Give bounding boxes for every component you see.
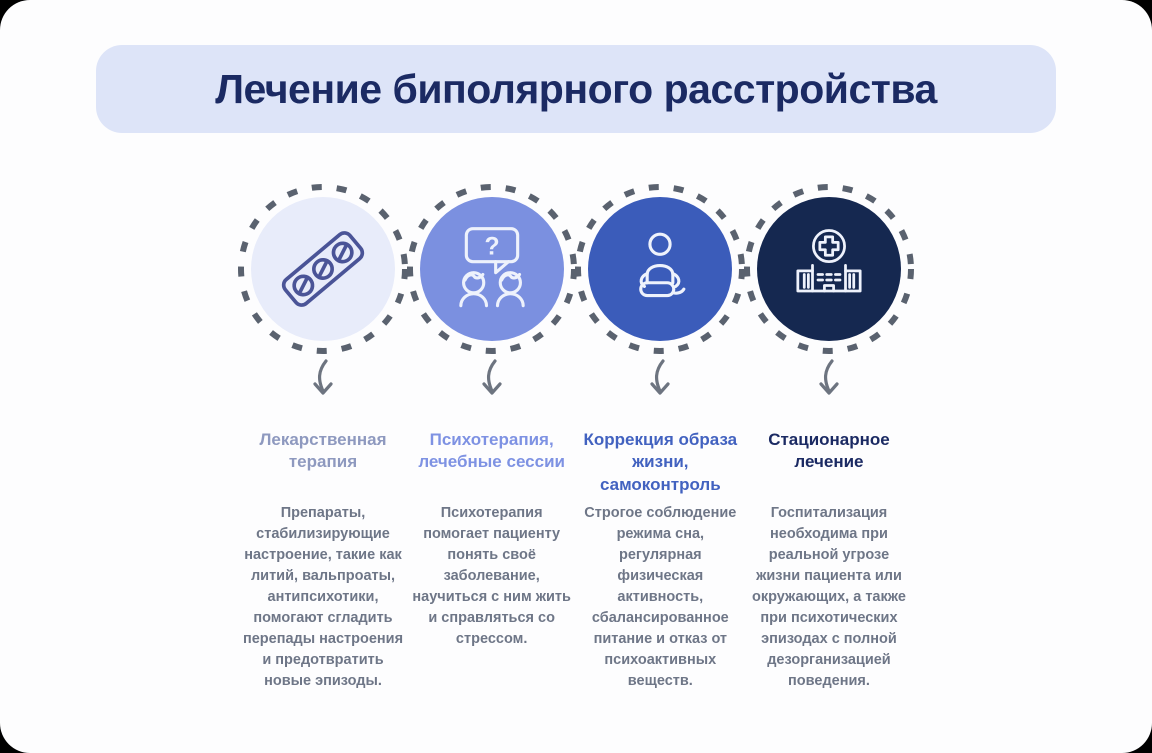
column-header: Лекарственная терапия xyxy=(259,430,387,472)
column-psychotherapy: ? Психотерапия, лечебные сессии Психотер… xyxy=(406,183,577,692)
dashed-ring xyxy=(575,184,746,354)
page-title: Лечение биполярного расстройства xyxy=(215,65,937,112)
down-arrow-icon xyxy=(819,359,839,395)
dashed-ring xyxy=(406,184,577,354)
column-body: Госпитализация необходима при реальной у… xyxy=(752,505,906,690)
pill-blister-icon xyxy=(281,231,365,307)
title-banner: Лечение биполярного расстройства xyxy=(96,45,1056,133)
dashed-ring xyxy=(238,184,408,354)
svg-text:?: ? xyxy=(484,233,499,260)
column-body: Препараты, стабилизирующие настроение, т… xyxy=(242,505,404,690)
down-arrow-icon xyxy=(482,359,502,395)
column-body: Психотерапия помогает пациенту понять св… xyxy=(412,505,571,648)
column-inpatient: Стационарное лечение Госпитализация необ… xyxy=(743,183,914,692)
column-header: Психотерапия, лечебные сессии xyxy=(418,430,565,472)
step-circle-inpatient xyxy=(743,183,915,355)
lifestyle-circle xyxy=(588,197,733,341)
column-medication: Лекарственная терапия Препараты, стабили… xyxy=(238,183,408,692)
inpatient-circle xyxy=(756,197,901,341)
column-lifestyle: Коррекция образа жизни, самоконтроль Стр… xyxy=(575,183,746,692)
step-circle-lifestyle xyxy=(574,183,746,355)
column-body: Строгое соблюдение режима сна, регулярна… xyxy=(584,505,737,690)
chat-question-people-icon: ? xyxy=(458,227,525,308)
dashed-ring xyxy=(743,184,914,354)
hospital-icon xyxy=(796,229,862,293)
column-header: Стационарное лечение xyxy=(768,430,890,472)
psychotherapy-circle: ? xyxy=(419,197,564,341)
down-arrow-icon xyxy=(313,359,333,395)
medication-circle xyxy=(251,197,395,341)
down-arrow-icon xyxy=(650,359,670,395)
meditation-icon xyxy=(639,232,686,298)
step-circle-medication xyxy=(237,183,409,355)
step-circle-psychotherapy: ? xyxy=(406,183,578,355)
column-header: Коррекция образа жизни, самоконтроль xyxy=(583,430,738,494)
treatment-columns: Лекарственная терапия Препараты, стабили… xyxy=(238,183,914,692)
